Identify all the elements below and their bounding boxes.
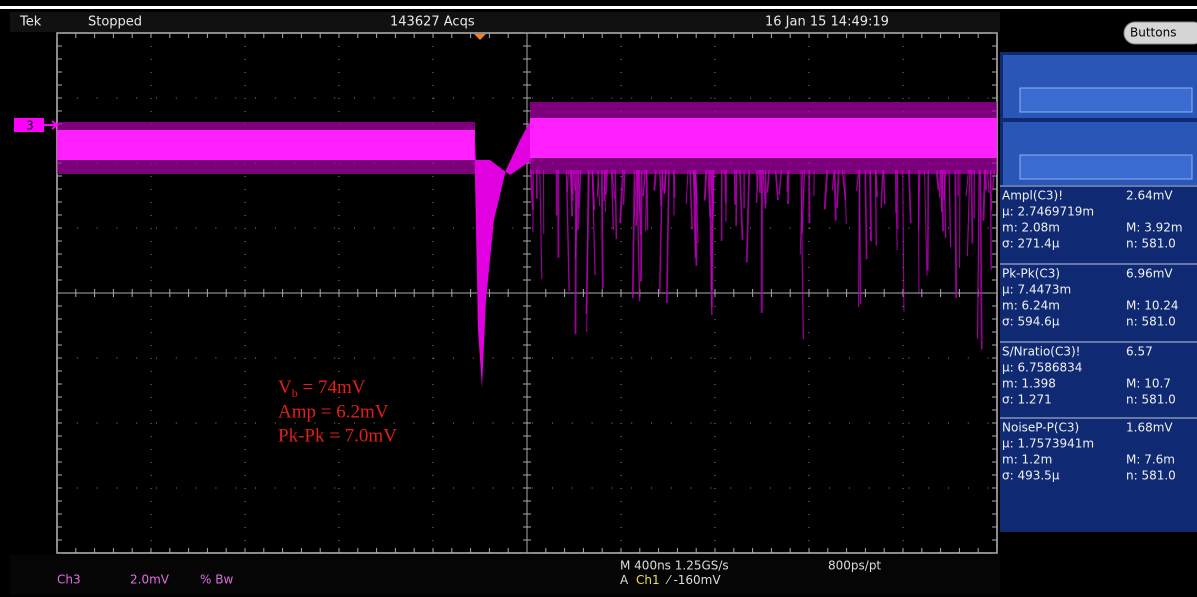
measurement-std: σ: 271.4μ bbox=[1002, 237, 1060, 251]
measurement-min: m: 2.08m bbox=[1002, 221, 1060, 235]
measurement-min: m: 1.2m bbox=[1002, 453, 1052, 467]
noise-streak bbox=[918, 170, 919, 293]
noise-core bbox=[530, 118, 997, 158]
footer-channel: Ch3 bbox=[57, 573, 81, 587]
measurement-value: 6.57 bbox=[1126, 345, 1153, 359]
measurement-max: M: 7.6m bbox=[1126, 453, 1175, 467]
noise-streak bbox=[674, 170, 675, 198]
footer-timebase: M 400ns 1.25GS/s bbox=[620, 559, 729, 573]
noise-core bbox=[57, 130, 475, 160]
measurement-mean: μ: 1.7573941m bbox=[1002, 437, 1094, 451]
measurement-name: Pk-Pk(C3) bbox=[1002, 267, 1060, 281]
measurement-name: S/Nratio(C3)! bbox=[1002, 345, 1081, 359]
channel-marker-label: 3 bbox=[26, 119, 34, 133]
measurement-value: 6.96mV bbox=[1126, 267, 1173, 281]
oscilloscope-screen: Tek Stopped 143627 Acqs 16 Jan 15 14:49:… bbox=[0, 0, 1197, 597]
annotation: Pk-Pk = 7.0mV bbox=[278, 425, 397, 446]
trigger-level: ⁄ -160mV bbox=[665, 573, 722, 587]
measurement-value: 1.68mV bbox=[1126, 421, 1173, 435]
measurement-mean: μ: 7.4473m bbox=[1002, 283, 1071, 297]
brand: Tek bbox=[19, 15, 42, 30]
measurement-max: M: 10.24 bbox=[1126, 299, 1179, 313]
noise-streak bbox=[870, 170, 871, 241]
footer-resolution: 800ps/pt bbox=[828, 559, 881, 573]
measurement-mean: μ: 2.7469719m bbox=[1002, 205, 1094, 219]
measurement-name: NoiseP-P(C3) bbox=[1002, 421, 1079, 435]
footer-scale: 2.0mV bbox=[130, 573, 170, 587]
measurement-max: M: 3.92m bbox=[1126, 221, 1183, 235]
acquisitions: 143627 Acqs bbox=[390, 15, 475, 30]
page: {"header": {"brand": "Tek", "status": "S… bbox=[0, 0, 1197, 597]
measurement-min: m: 6.24m bbox=[1002, 299, 1060, 313]
trigger-channel: Ch1 bbox=[636, 573, 660, 587]
noise-streak bbox=[985, 170, 986, 190]
noise-streak bbox=[575, 170, 576, 334]
noise-streak bbox=[757, 170, 758, 190]
measurement-min: m: 1.398 bbox=[1002, 377, 1056, 391]
top-border bbox=[0, 6, 1197, 9]
noise-streak bbox=[971, 170, 972, 244]
status: Stopped bbox=[88, 15, 142, 30]
control-field[interactable] bbox=[1020, 155, 1192, 179]
measurement-std: σ: 1.271 bbox=[1002, 393, 1052, 407]
noise-streak bbox=[835, 170, 836, 221]
measurement-max: M: 10.7 bbox=[1126, 377, 1171, 391]
control-field[interactable] bbox=[1020, 88, 1192, 112]
annotation-symbol: V bbox=[278, 377, 292, 398]
trigger-prefix: A bbox=[620, 573, 629, 587]
timestamp: 16 Jan 15 14:49:19 bbox=[765, 15, 889, 30]
noise-streak bbox=[641, 170, 642, 282]
noise-streak bbox=[876, 170, 877, 246]
annotation: Amp = 6.2mV bbox=[278, 401, 389, 422]
measurement-name: Ampl(C3)! bbox=[1002, 189, 1063, 203]
noise-streak bbox=[571, 170, 572, 216]
measurement-count: n: 581.0 bbox=[1126, 315, 1176, 329]
measurement-count: n: 581.0 bbox=[1126, 237, 1176, 251]
measurement-std: σ: 493.5μ bbox=[1002, 469, 1060, 483]
measurement-count: n: 581.0 bbox=[1126, 393, 1176, 407]
noise-streak bbox=[788, 170, 789, 204]
annotation-text: = 74mV bbox=[298, 377, 366, 398]
measurement-count: n: 581.0 bbox=[1126, 469, 1176, 483]
footer-bandwidth: % Bw bbox=[200, 573, 233, 587]
annotation: Vb = 74mV bbox=[278, 377, 366, 399]
noise-streak bbox=[647, 170, 648, 230]
measurement-mean: μ: 6.7586834 bbox=[1002, 361, 1082, 375]
noise-streak bbox=[955, 170, 956, 298]
buttons-label[interactable]: Buttons bbox=[1130, 26, 1176, 40]
noise-streak bbox=[602, 170, 603, 289]
measurement-value: 2.64mV bbox=[1126, 189, 1173, 203]
noise-streak bbox=[940, 170, 941, 197]
measurement-std: σ: 594.6μ bbox=[1002, 315, 1060, 329]
footer-trigger: A Ch1 ⁄ -160mV bbox=[620, 573, 721, 587]
noise-streak bbox=[897, 170, 898, 229]
